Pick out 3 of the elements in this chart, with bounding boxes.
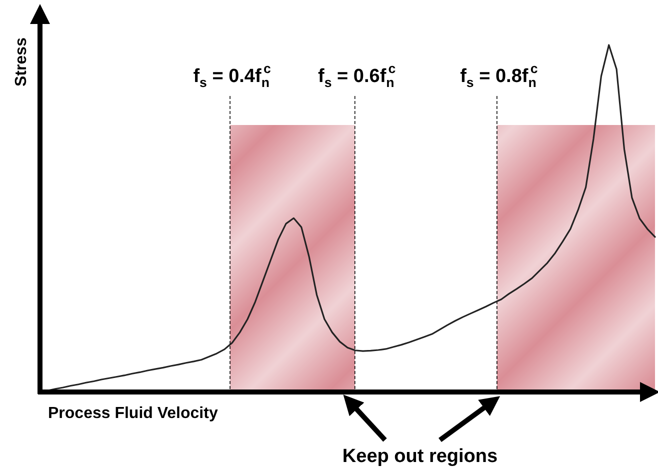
text: Keep out regions [342,446,498,467]
x-axis-title: Process Fluid Velocity [48,405,218,422]
y-axis-title: Stress [13,37,30,86]
